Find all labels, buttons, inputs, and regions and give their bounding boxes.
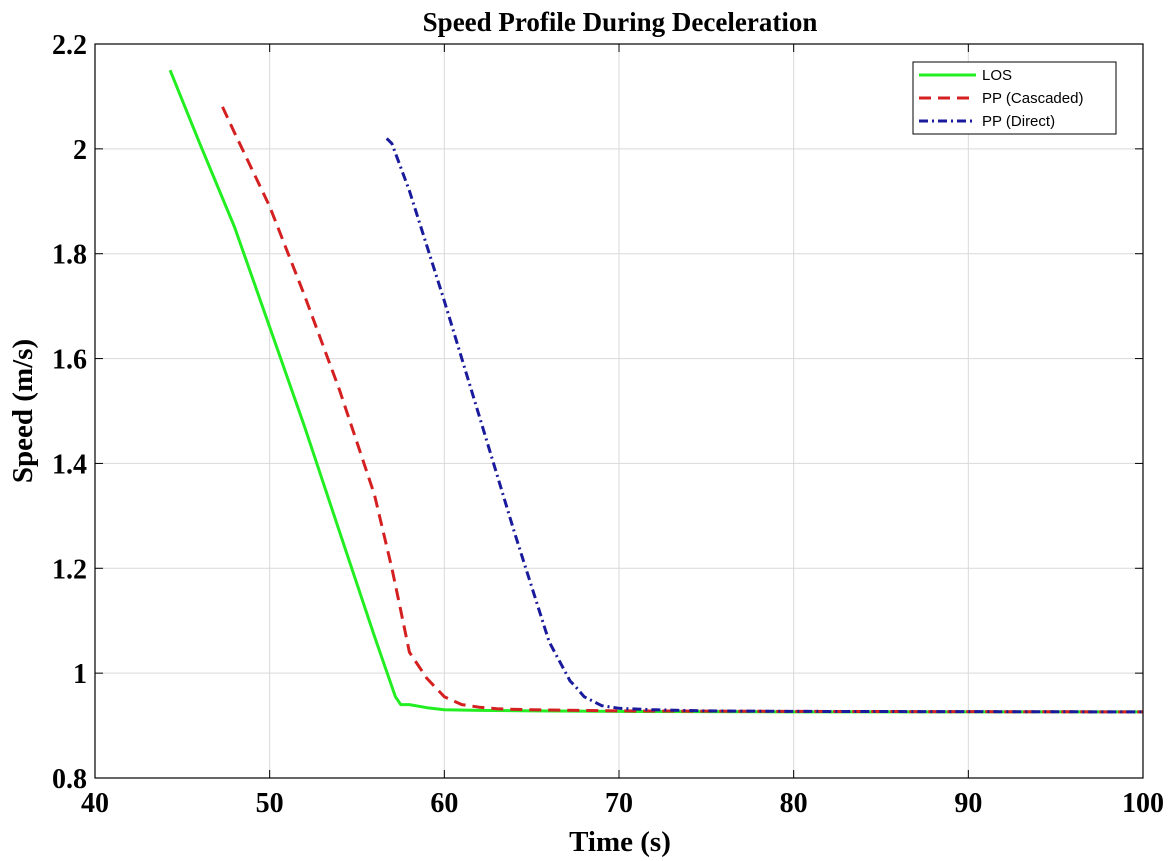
series-line-pp-cascaded bbox=[221, 106, 1144, 714]
x-tick-label: 40 bbox=[81, 788, 109, 819]
y-tick-label: 1.2 bbox=[52, 554, 87, 585]
y-tick-label: 1.8 bbox=[52, 240, 87, 271]
y-axis-title: Speed (m/s) bbox=[7, 339, 39, 483]
x-tick-label: 100 bbox=[1122, 788, 1164, 819]
legend[interactable]: LOS PP (Cascaded) PP (Direct) bbox=[912, 61, 1117, 135]
x-tick-label: 80 bbox=[780, 788, 808, 819]
x-tick-label: 60 bbox=[430, 788, 458, 819]
legend-label: PP (Cascaded) bbox=[982, 90, 1083, 107]
y-tick-label: 1.6 bbox=[52, 345, 87, 376]
legend-label: LOS bbox=[982, 67, 1012, 84]
series-layer bbox=[168, 69, 1144, 714]
y-tick-label: 2 bbox=[73, 135, 87, 166]
y-tick-label: 1 bbox=[73, 659, 87, 690]
tick-labels: 40 50 60 70 80 90 100 0.8 1 1.2 1.4 1.6 1.8 2 2.2 bbox=[52, 30, 1164, 819]
y-tick-label: 0.8 bbox=[52, 764, 87, 795]
x-tick-label: 90 bbox=[954, 788, 982, 819]
legend-label: PP (Direct) bbox=[982, 113, 1055, 130]
series-line-los bbox=[168, 69, 1143, 714]
x-tick-label: 70 bbox=[605, 788, 633, 819]
ticks bbox=[94, 43, 1144, 779]
x-axis-title: Time (s) bbox=[569, 826, 671, 858]
y-tick-label: 1.4 bbox=[52, 449, 87, 480]
y-tick-label: 2.2 bbox=[52, 30, 87, 61]
x-tick-label: 50 bbox=[256, 788, 284, 819]
series-line-pp-direct bbox=[385, 137, 1144, 714]
grid bbox=[94, 43, 1144, 779]
chart-title: Speed Profile During Deceleration bbox=[423, 7, 818, 37]
